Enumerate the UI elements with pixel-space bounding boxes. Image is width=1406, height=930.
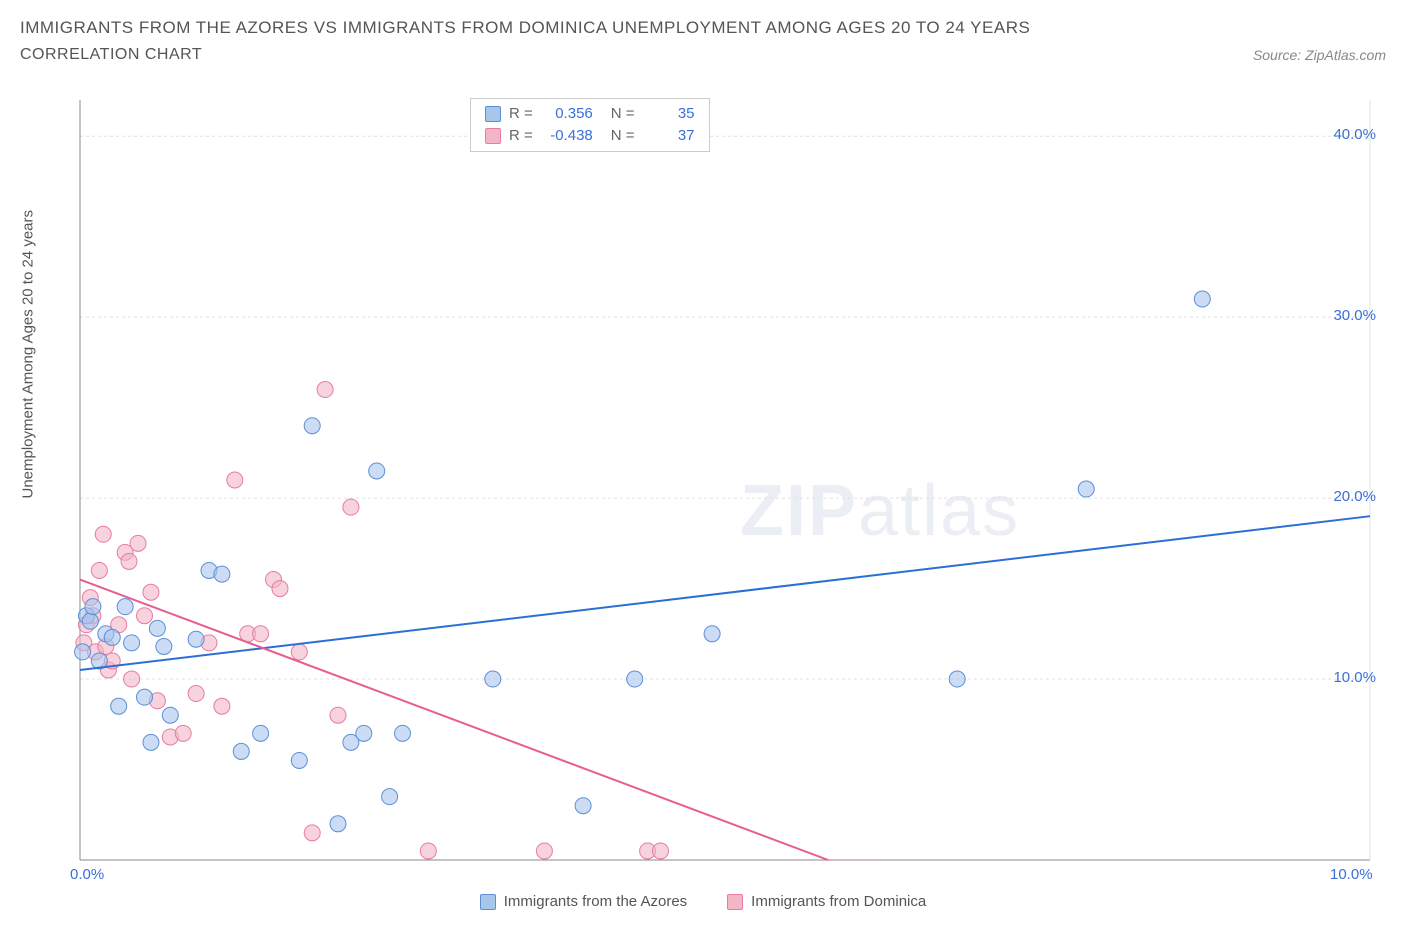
series-b-swatch bbox=[485, 128, 501, 144]
series-b-r: -0.438 bbox=[541, 125, 593, 147]
y-tick-label: 40.0% bbox=[1333, 126, 1376, 143]
series-a-r: 0.356 bbox=[541, 103, 593, 125]
chart-container: Unemployment Among Ages 20 to 24 years Z… bbox=[20, 90, 1386, 910]
source-label: Source: ZipAtlas.com bbox=[1253, 47, 1386, 63]
legend-swatch-b bbox=[727, 894, 743, 910]
series-a-n: 35 bbox=[643, 103, 695, 125]
chart-svg bbox=[20, 90, 1386, 890]
x-tick-right: 10.0% bbox=[1330, 866, 1373, 883]
y-tick-label: 10.0% bbox=[1333, 669, 1376, 686]
y-tick-label: 20.0% bbox=[1333, 488, 1376, 505]
n-label-2: N = bbox=[611, 125, 635, 147]
legend-label-b: Immigrants from Dominica bbox=[751, 893, 926, 910]
stats-legend-box: R = 0.356 N = 35 R = -0.438 N = 37 bbox=[470, 98, 710, 152]
series-a-swatch bbox=[485, 106, 501, 122]
legend-swatch-a bbox=[480, 894, 496, 910]
stats-row-b: R = -0.438 N = 37 bbox=[485, 125, 695, 147]
legend-label-a: Immigrants from the Azores bbox=[504, 893, 687, 910]
r-label: R = bbox=[509, 103, 533, 125]
y-tick-label: 30.0% bbox=[1333, 307, 1376, 324]
n-label: N = bbox=[611, 103, 635, 125]
chart-title: IMMIGRANTS FROM THE AZORES VS IMMIGRANTS… bbox=[20, 18, 1386, 38]
r-label-2: R = bbox=[509, 125, 533, 147]
legend-bottom: Immigrants from the Azores Immigrants fr… bbox=[20, 893, 1386, 910]
x-tick-left: 0.0% bbox=[70, 866, 104, 883]
stats-row-a: R = 0.356 N = 35 bbox=[485, 103, 695, 125]
series-b-n: 37 bbox=[643, 125, 695, 147]
legend-item-b: Immigrants from Dominica bbox=[727, 893, 926, 910]
chart-subtitle: CORRELATION CHART bbox=[20, 46, 202, 64]
legend-item-a: Immigrants from the Azores bbox=[480, 893, 687, 910]
